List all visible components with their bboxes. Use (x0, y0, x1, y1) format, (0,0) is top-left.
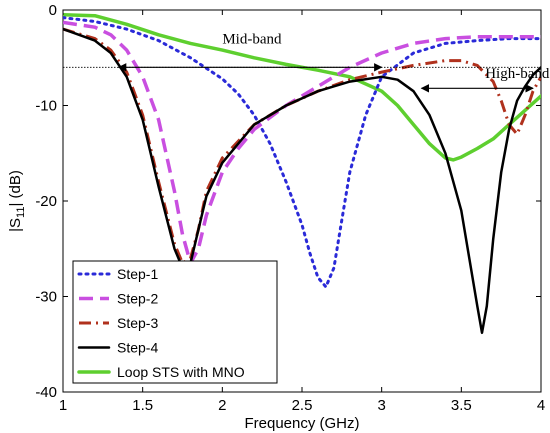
y-tick-label: -10 (35, 98, 57, 115)
y-tick-label: -30 (35, 289, 57, 306)
x-tick-label: 1 (59, 397, 67, 414)
legend-label-step-1: Step-1 (117, 266, 158, 282)
x-tick-label: 4 (537, 397, 545, 414)
y-tick-label: -40 (35, 384, 57, 401)
series-line-step-1 (63, 16, 541, 289)
legend-label-step-3: Step-3 (117, 315, 158, 331)
x-tick-label: 3 (377, 397, 385, 414)
legend-label-step-2: Step-2 (117, 291, 158, 307)
x-tick-label: 1.5 (132, 397, 153, 414)
legend: Step-1 Step-2 Step-3 Step-4 Loop STS with MN… (72, 260, 278, 384)
y-axis-label: |S11| (dB) (7, 170, 27, 232)
x-tick-label: 2 (218, 397, 226, 414)
x-tick-label: 3.5 (451, 397, 472, 414)
series-line-step-4 (63, 27, 541, 335)
y-tick-label: 0 (49, 2, 57, 19)
mid-band-annotation: Mid-band (222, 31, 282, 47)
legend-label-loop-sts-with-mno: Loop STS with MNO (117, 364, 245, 380)
x-axis-label: Frequency (GHz) (244, 415, 359, 432)
x-tick-label: 2.5 (292, 397, 313, 414)
series-line-loop-sts-with-mno (63, 13, 541, 162)
legend-label-step-4: Step-4 (117, 340, 158, 356)
y-tick-label: -20 (35, 193, 57, 210)
high-band-annotation: High-band (485, 66, 550, 82)
